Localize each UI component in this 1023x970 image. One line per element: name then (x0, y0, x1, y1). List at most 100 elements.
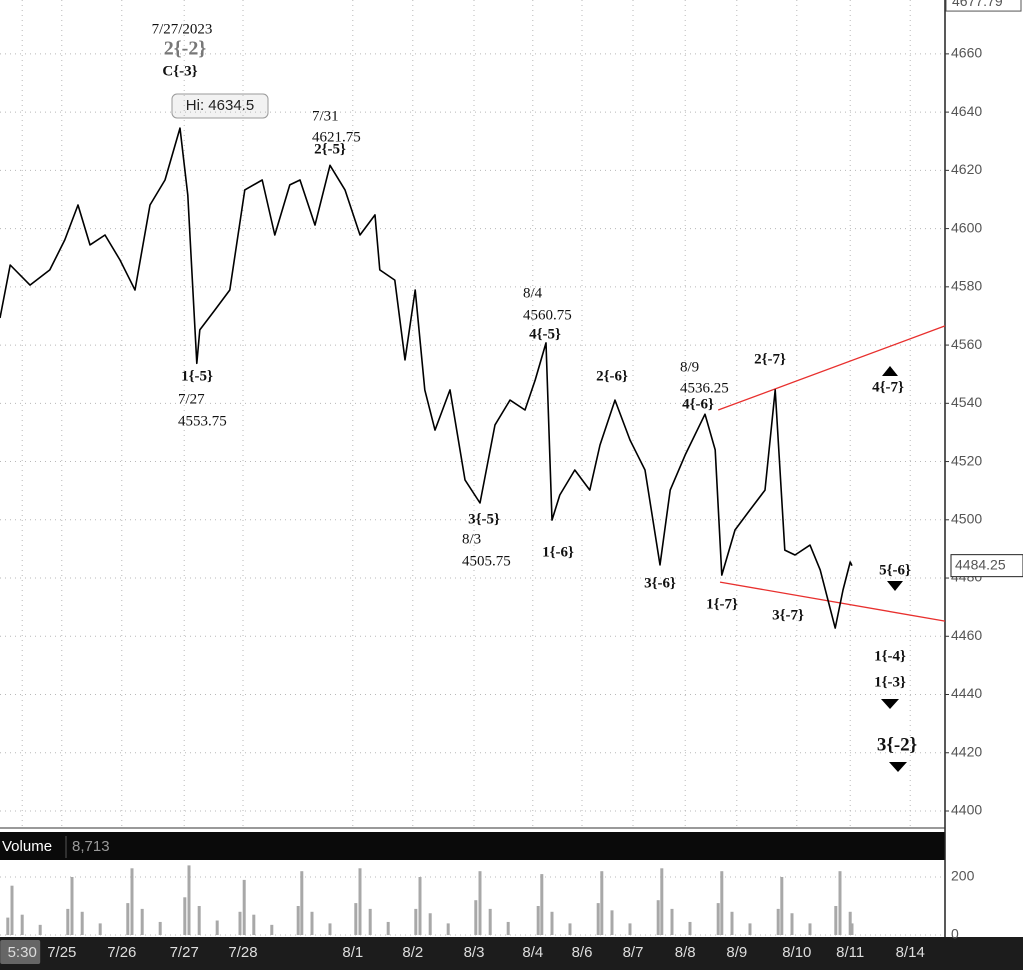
y-tick-label: 4420 (951, 743, 982, 759)
volume-bar (158, 921, 162, 935)
volume-bar (748, 923, 752, 935)
volume-bar (656, 900, 660, 935)
volume-bar (660, 868, 664, 935)
volume-bar (716, 903, 720, 935)
x-tick-label: 8/2 (402, 944, 423, 961)
volume-bar (183, 897, 187, 935)
volume-bar (80, 911, 84, 935)
volume-last: 8,713 (72, 838, 110, 855)
down-triangle (889, 762, 907, 772)
volume-bar (838, 871, 842, 935)
volume-bar (540, 874, 544, 935)
volume-bar (70, 876, 74, 935)
y-tick-label: 4500 (951, 510, 982, 526)
x-tick-label: 8/8 (675, 944, 696, 961)
volume-bar (328, 923, 332, 935)
volume-bar (215, 920, 219, 935)
time-label-box (0, 940, 41, 964)
volume-bar (688, 921, 692, 935)
y-tick-label: 4600 (951, 219, 982, 235)
y-tick-label: 4400 (951, 802, 982, 818)
volume-bar (488, 908, 492, 935)
volume-bar (187, 865, 191, 935)
volume-bar (628, 923, 632, 935)
time-axis-bar (0, 937, 1023, 970)
trendline (717, 325, 946, 411)
volume-bar (780, 876, 784, 935)
x-tick-label: 8/11 (836, 944, 864, 961)
top-price-label: 4677.79 (952, 0, 1003, 9)
volume-bar (310, 911, 314, 935)
volume-bar (808, 923, 812, 935)
annotation: 4{-7} (872, 379, 904, 395)
volume-bar (568, 923, 572, 935)
annotation: 2{-6} (596, 368, 628, 384)
volume-bar (66, 908, 70, 935)
y-tick-label: 4640 (951, 103, 982, 119)
x-tick-label: 8/14 (896, 944, 925, 961)
y-tick-label: 4560 (951, 336, 982, 352)
volume-bar (368, 908, 372, 935)
annotation: C{-3} (162, 63, 197, 79)
annotation: 7/31 (312, 108, 339, 124)
volume-bar (126, 903, 130, 935)
x-tick-label: 8/4 (522, 944, 543, 961)
annotation: 2{-7} (754, 351, 786, 367)
annotation: 1{-4} (874, 648, 906, 664)
annotation: 7/27/2023 (152, 21, 213, 37)
volume-label: Volume (2, 838, 52, 855)
x-tick-label: 8/7 (623, 944, 644, 961)
x-tick-label: 8/3 (464, 944, 485, 961)
annotation: 3{-2} (877, 734, 917, 755)
volume-bar (6, 917, 10, 935)
up-triangle (882, 366, 898, 376)
volume-bar (140, 908, 144, 935)
volume-bar (386, 921, 390, 935)
volume-bar (670, 908, 674, 935)
volume-bar (197, 905, 201, 935)
volume-bar (536, 905, 540, 935)
annotation: 4621.75 (312, 129, 361, 145)
annotation: 4505.75 (462, 553, 511, 569)
y-tick-label: 4580 (951, 278, 982, 294)
annotation: 8/9 (680, 359, 699, 375)
y-tick-label: 4540 (951, 394, 982, 410)
volume-bar (596, 903, 600, 935)
annotation: 3{-6} (644, 575, 676, 591)
annotation: 8/4 (523, 285, 543, 301)
y-tick-label: 4520 (951, 452, 982, 468)
volume-bar (446, 923, 450, 935)
volume-bar (38, 924, 42, 935)
volume-bar (130, 868, 134, 935)
down-triangle (881, 699, 899, 709)
volume-bar (834, 905, 838, 935)
down-triangle (887, 581, 903, 591)
volume-bar (720, 871, 724, 935)
volume-bar (414, 908, 418, 935)
y-tick-label: 4660 (951, 45, 982, 61)
x-tick-label: 8/1 (342, 944, 363, 961)
price-label-box (950, 554, 1023, 578)
volume-bar (550, 911, 554, 935)
price-line (0, 127, 853, 629)
volume-bar (478, 871, 482, 935)
annotation: 7/27 (178, 391, 205, 407)
annotation: 3{-5} (468, 511, 500, 527)
volume-bar (776, 908, 780, 935)
x-tick-label: 7/28 (228, 944, 257, 961)
annotation: 4553.75 (178, 413, 227, 429)
volume-bar (790, 913, 794, 935)
volume-bar (238, 911, 242, 935)
volume-bar (474, 900, 478, 935)
volume-bar (358, 868, 362, 935)
trendline (719, 581, 946, 622)
volume-tick-label: 0 (951, 926, 959, 942)
volume-bar (506, 921, 510, 935)
volume-bar (300, 871, 304, 935)
volume-tick-label: 200 (951, 868, 975, 884)
x-tick-label: 8/6 (572, 944, 593, 961)
volume-bar (20, 914, 24, 935)
